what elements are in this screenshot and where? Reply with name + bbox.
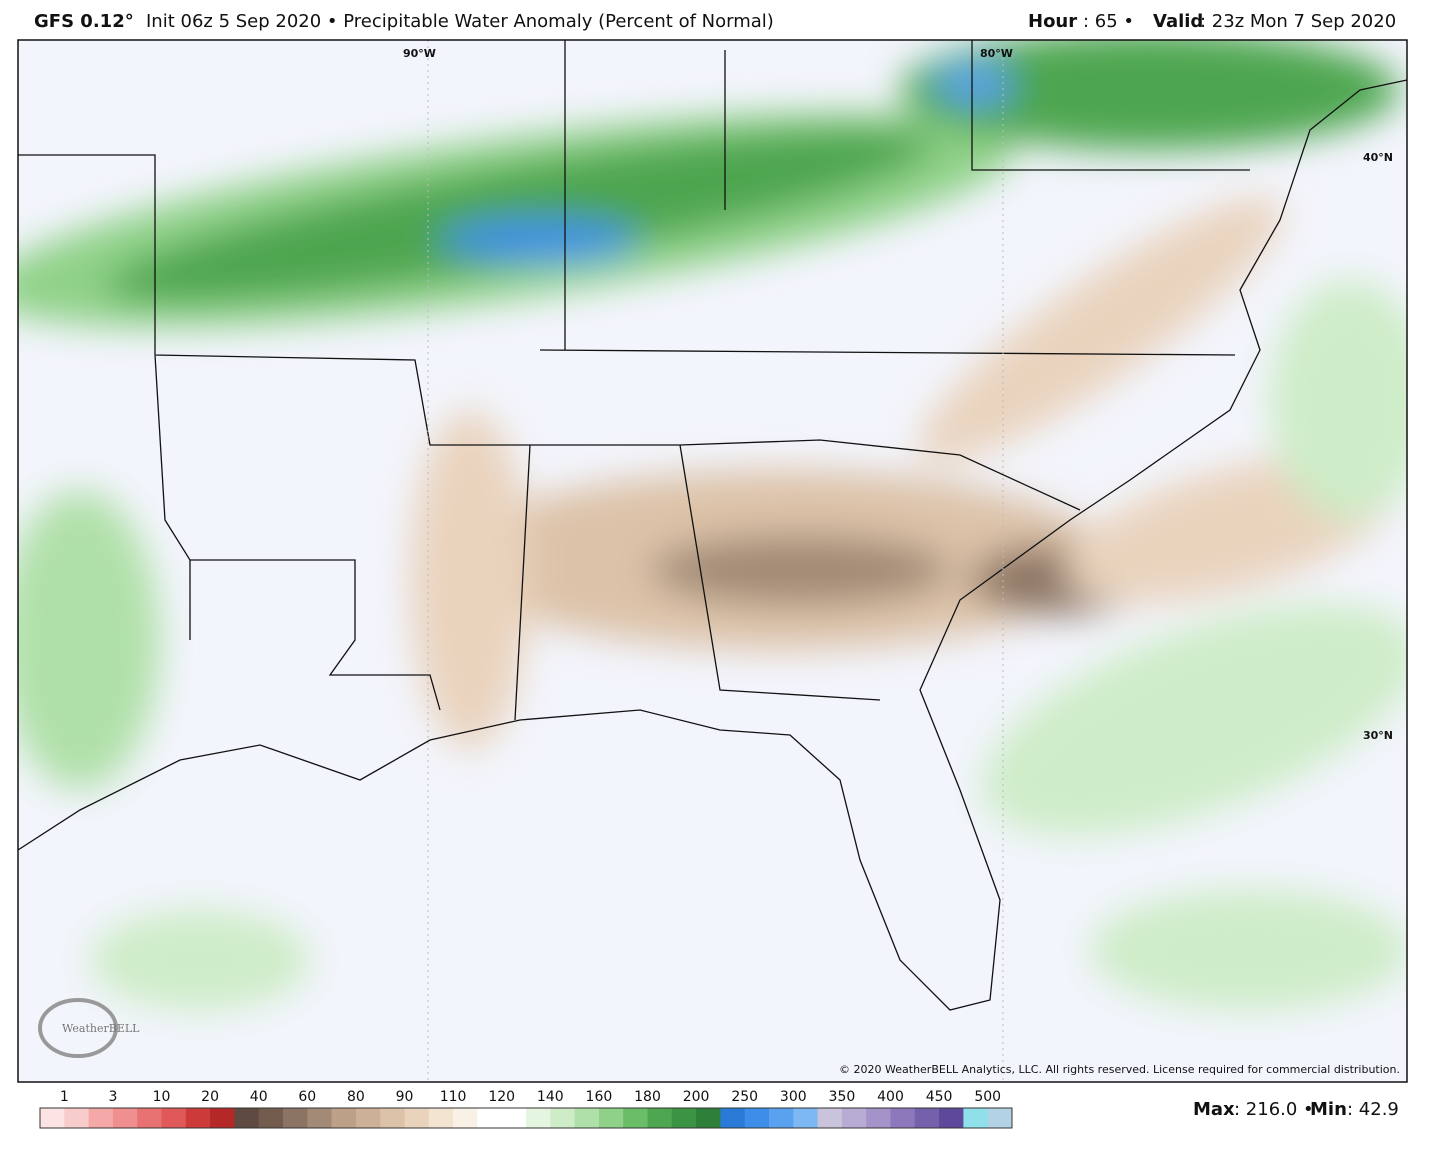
colorbar-segment	[137, 1108, 162, 1128]
colorbar-segment	[817, 1108, 843, 1128]
colorbar-segment	[453, 1108, 478, 1128]
colorbar-label: 500	[974, 1089, 1001, 1105]
colorbar-segment	[210, 1108, 235, 1128]
max-value: : 216.0 •	[1234, 1099, 1314, 1120]
colorbar-segment	[112, 1108, 138, 1128]
min-label: Min	[1310, 1099, 1347, 1120]
colorbar-segment	[283, 1108, 308, 1128]
colorbar-label: 10	[153, 1089, 171, 1105]
colorbar-label: 60	[298, 1089, 316, 1105]
colorbar-segment	[307, 1108, 333, 1128]
lat-label: 40°N	[1363, 151, 1393, 164]
colorbar-segment	[526, 1108, 551, 1128]
colorbar-segment	[793, 1108, 819, 1128]
lon-label: 90°W	[403, 47, 436, 60]
header: GFS 0.12° Init 06z 5 Sep 2020 • Precipit…	[34, 11, 1396, 32]
colorbar-segment	[769, 1108, 794, 1128]
colorbar-segment	[40, 1108, 65, 1128]
anomaly-field	[18, 40, 1407, 1010]
hour-value: : 65 •	[1083, 11, 1134, 32]
colorbar-label: 400	[877, 1089, 904, 1105]
colorbar-segment	[404, 1108, 430, 1128]
colorbar-segment	[647, 1108, 673, 1128]
colorbar-segment	[477, 1108, 503, 1128]
colorbar-segment	[258, 1108, 284, 1128]
colorbar-segment	[744, 1108, 770, 1128]
hour-label: Hour	[1028, 11, 1077, 32]
valid-label: Valid	[1153, 11, 1203, 32]
colorbar-label: 350	[829, 1089, 856, 1105]
colorbar-label: 160	[586, 1089, 613, 1105]
colorbar-segment	[501, 1108, 527, 1128]
colorbar-label: 300	[780, 1089, 807, 1105]
model: GFS 0.12°	[34, 11, 134, 32]
max-label: Max	[1193, 1099, 1235, 1120]
colorbar-label: 3	[108, 1089, 117, 1105]
map-frame	[17, 39, 1408, 1083]
colorbar-segment	[890, 1108, 916, 1128]
colorbar-segment	[161, 1108, 187, 1128]
colorbar-label: 250	[731, 1089, 758, 1105]
colorbar-segment	[696, 1108, 721, 1128]
colorbar-label: 90	[396, 1089, 414, 1105]
lat-label: 30°N	[1363, 729, 1393, 742]
description: Init 06z 5 Sep 2020 • Precipitable Water…	[146, 11, 774, 32]
footer: Max : 216.0 • Min : 42.9	[1193, 1099, 1399, 1120]
colorbar-frame	[39, 1107, 1013, 1129]
colorbar-segment	[331, 1108, 357, 1128]
min-value: : 42.9	[1347, 1099, 1399, 1120]
colorbar-segment	[939, 1108, 964, 1128]
colorbar-label: 200	[683, 1089, 710, 1105]
colorbar-label: 1	[60, 1089, 69, 1105]
boundaries	[18, 40, 1407, 1011]
colorbar-segment	[355, 1108, 381, 1128]
colorbar-label: 110	[440, 1089, 467, 1105]
colorbar-segment	[550, 1108, 576, 1128]
valid-value: : 23z Mon 7 Sep 2020	[1200, 11, 1396, 32]
colorbar-label: 40	[250, 1089, 268, 1105]
colorbar-segment	[598, 1108, 624, 1128]
colorbar-segment	[720, 1108, 746, 1128]
colorbar-segment	[866, 1108, 891, 1128]
colorbar-segment	[380, 1108, 405, 1128]
colorbar-segment	[234, 1108, 260, 1128]
logo-swirl	[38, 998, 118, 1058]
colorbar-label: 80	[347, 1089, 365, 1105]
colorbar-segment	[574, 1108, 600, 1128]
colorbar: 1 3 10 20 40 60 80 90 110 120 140 160 180 200 250 300 35…	[39, 1089, 1013, 1129]
colorbar-label: 140	[537, 1089, 564, 1105]
colorbar-segment	[623, 1108, 648, 1128]
copyright: © 2020 WeatherBELL Analytics, LLC. All r…	[839, 1063, 1400, 1076]
colorbar-segment	[185, 1108, 211, 1128]
colorbar-segment	[88, 1108, 114, 1128]
colorbar-segment	[841, 1108, 867, 1128]
colorbar-segment	[671, 1108, 697, 1128]
colorbar-segment	[914, 1108, 940, 1128]
colorbar-segment	[963, 1108, 989, 1128]
colorbar-label: 180	[634, 1089, 661, 1105]
colorbar-segment	[987, 1108, 1013, 1128]
colorbar-segment	[64, 1108, 90, 1128]
colorbar-segment	[428, 1108, 454, 1128]
lon-label: 80°W	[980, 47, 1013, 60]
logo: WeatherBELL	[62, 1022, 140, 1035]
colorbar-label: 120	[488, 1089, 515, 1105]
colorbar-label: 450	[926, 1089, 953, 1105]
map: 90°W 80°W 40°N 30°N WeatherBELL © 2020 W…	[18, 40, 1407, 1082]
colorbar-label: 20	[201, 1089, 219, 1105]
